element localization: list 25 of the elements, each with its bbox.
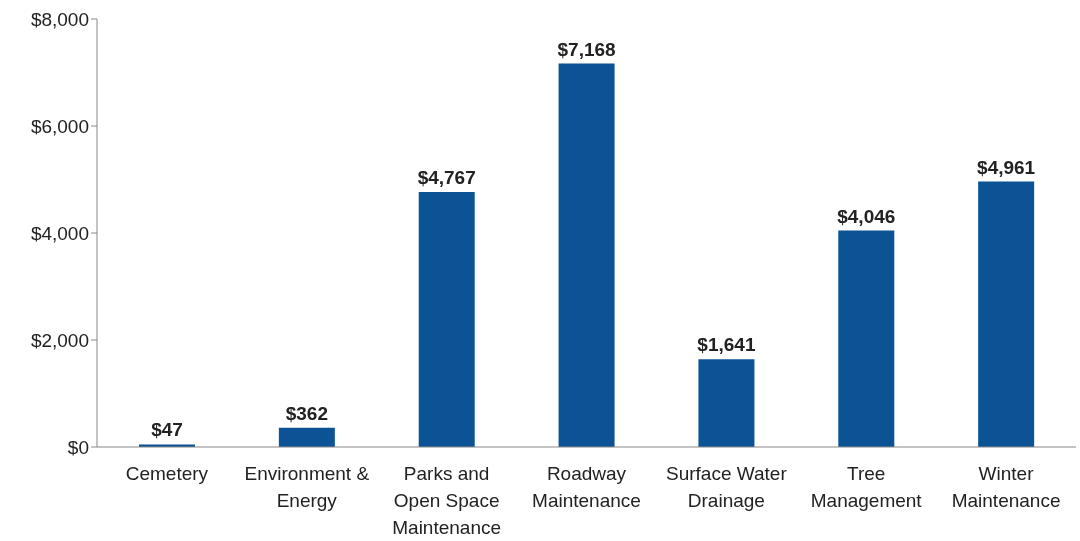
data-label: $4,046 bbox=[837, 205, 896, 227]
bar bbox=[418, 191, 475, 447]
x-tick-label: Environment & Energy bbox=[244, 463, 370, 511]
bar bbox=[278, 427, 335, 447]
x-tick-label: Parks and Open Space Maintenance bbox=[392, 463, 502, 538]
data-label: $47 bbox=[151, 419, 183, 441]
bar bbox=[838, 230, 895, 447]
bar bbox=[558, 63, 615, 447]
y-tick-label: $6,000 bbox=[30, 115, 89, 137]
y-tick-label: $4,000 bbox=[30, 222, 89, 244]
data-label: $1,641 bbox=[697, 334, 756, 356]
x-tick-label: Surface Water Drainage bbox=[665, 463, 788, 511]
y-tick-label: $0 bbox=[67, 436, 89, 458]
y-tick-label: $2,000 bbox=[30, 329, 89, 351]
x-tick-label: Winter Maintenance bbox=[951, 463, 1061, 511]
data-label: $362 bbox=[285, 402, 328, 424]
y-tick-label: $8,000 bbox=[30, 8, 89, 30]
data-label: $4,767 bbox=[417, 166, 476, 188]
x-tick-label: Roadway Maintenance bbox=[532, 463, 641, 511]
bar bbox=[978, 181, 1035, 447]
data-label: $7,168 bbox=[557, 38, 616, 60]
data-label: $4,961 bbox=[977, 156, 1036, 178]
x-tick-label: Cemetery bbox=[125, 463, 209, 484]
bar bbox=[698, 359, 755, 447]
x-tick-label: Tree Management bbox=[810, 463, 923, 511]
